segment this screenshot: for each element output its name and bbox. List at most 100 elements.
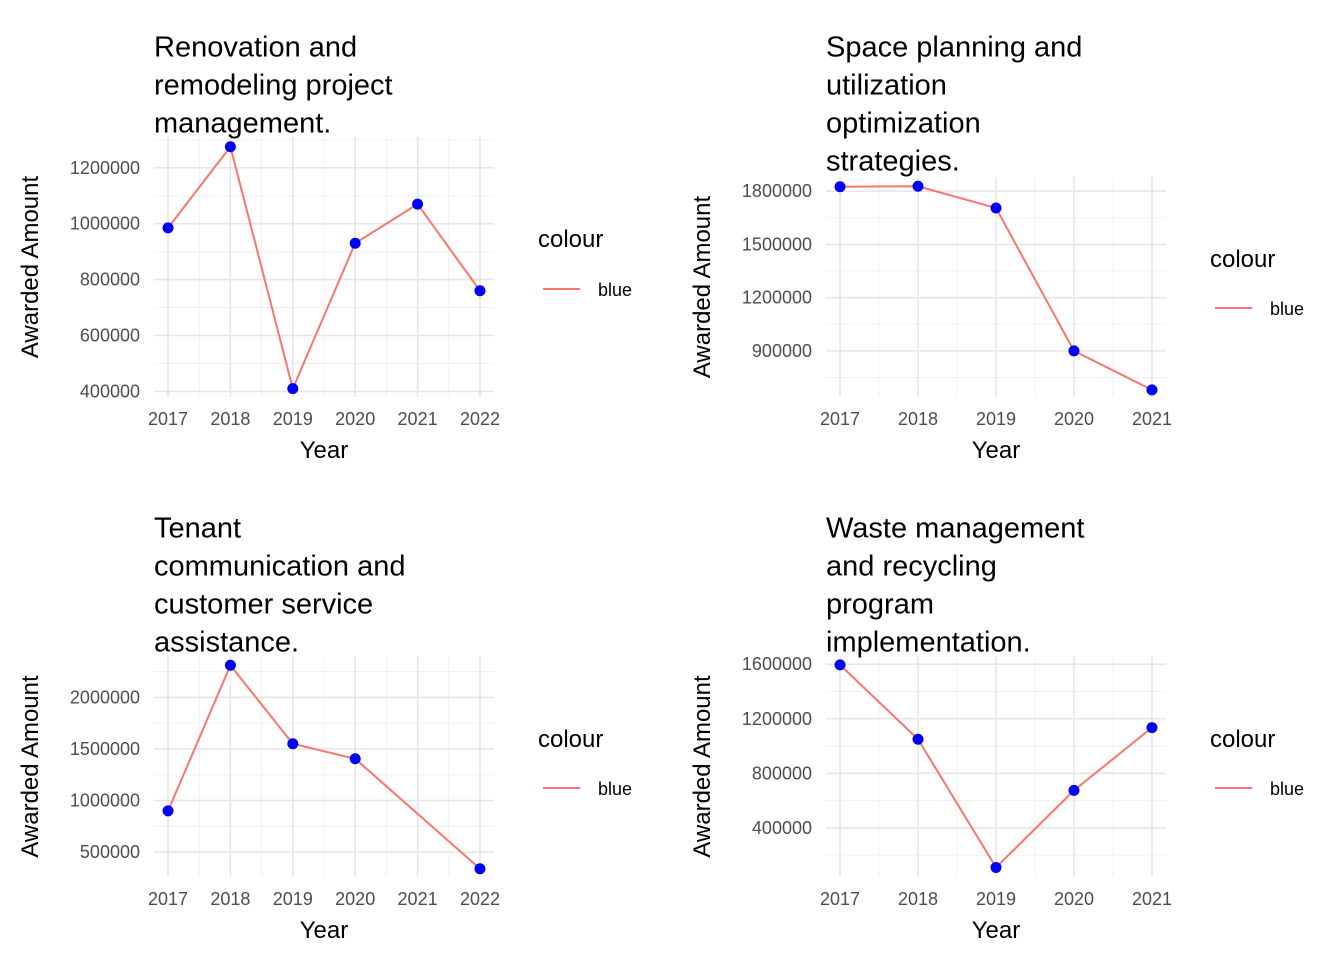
data-point <box>224 141 236 153</box>
legend: colour blue <box>1210 246 1304 319</box>
data-point <box>912 733 924 745</box>
data-point <box>162 805 174 817</box>
y-tick-label: 900000 <box>752 341 812 361</box>
x-tick-label: 2019 <box>273 889 313 909</box>
chart-title-line: strategies. <box>826 146 960 178</box>
chart-panel-4: 2017 2018 2019 2020 2021 400000 800000 1200000 1… <box>689 513 1304 944</box>
chart-title-line: assistance. <box>154 627 299 659</box>
x-tick-label: 2022 <box>460 409 500 429</box>
x-tick-label: 2021 <box>1132 409 1172 429</box>
data-point <box>349 753 361 765</box>
x-tick-label: 2020 <box>1054 889 1094 909</box>
y-tick-label: 800000 <box>752 763 812 783</box>
chart-title-line: remodeling project <box>154 70 393 102</box>
chart-title-line: program <box>826 589 934 621</box>
x-tick-label: 2020 <box>1054 409 1094 429</box>
data-point <box>1146 384 1158 396</box>
y-tick-label: 400000 <box>752 818 812 838</box>
chart-title-line: Space planning and <box>826 32 1082 64</box>
y-tick-label: 1200000 <box>70 158 140 178</box>
x-tick-label: 2021 <box>398 889 438 909</box>
legend-label: blue <box>1270 299 1304 319</box>
chart-title-line: optimization <box>826 108 981 140</box>
series-line <box>167 144 481 392</box>
y-tick-label: 2000000 <box>70 687 140 707</box>
chart-panel-3: 2017 2018 2019 2020 2021 2022 500000 1000000 150… <box>17 513 632 944</box>
legend-label: blue <box>598 779 632 799</box>
legend-label: blue <box>1270 779 1304 799</box>
chart-title-line: communication and <box>154 551 405 583</box>
x-tick-label: 2020 <box>335 409 375 429</box>
chart-title-line: Renovation and <box>154 32 357 64</box>
x-tick-label: 2021 <box>398 409 438 429</box>
data-point <box>162 222 174 234</box>
y-axis-title: Awarded Amount <box>689 195 716 378</box>
x-tick-label: 2019 <box>273 409 313 429</box>
data-point <box>1146 722 1158 734</box>
data-point <box>224 659 236 671</box>
chart-title-line: management. <box>154 108 331 140</box>
chart-title-line: utilization <box>826 70 947 102</box>
y-tick-label: 1800000 <box>742 181 812 201</box>
x-tick-label: 2018 <box>898 409 938 429</box>
chart-panel-2: 2017 2018 2019 2020 2021 900000 1200000 1500000… <box>689 32 1304 464</box>
x-tick-label: 2018 <box>210 409 250 429</box>
x-tick-label: 2019 <box>976 409 1016 429</box>
x-axis-title: Year <box>972 437 1021 464</box>
y-axis-title: Awarded Amount <box>17 175 44 358</box>
legend: colour blue <box>538 726 632 799</box>
x-tick-label: 2018 <box>210 889 250 909</box>
x-axis-title: Year <box>972 917 1021 944</box>
x-axis-title: Year <box>300 437 349 464</box>
chart-title-line: Tenant <box>154 513 241 545</box>
x-tick-label: 2022 <box>460 889 500 909</box>
data-point <box>1068 784 1080 796</box>
x-tick-label: 2018 <box>898 889 938 909</box>
data-point <box>287 738 299 750</box>
data-point <box>1068 345 1080 357</box>
y-axis-title: Awarded Amount <box>689 675 716 858</box>
x-tick-label: 2017 <box>820 889 860 909</box>
chart-panel-1: 2017 2018 2019 2020 2021 2022 400000 600000 8000… <box>17 32 632 464</box>
x-tick-label: 2019 <box>976 889 1016 909</box>
legend: colour blue <box>1210 726 1304 799</box>
data-point <box>912 180 924 192</box>
chart-title-line: customer service <box>154 589 373 621</box>
x-tick-label: 2017 <box>148 409 188 429</box>
y-tick-label: 1200000 <box>742 288 812 308</box>
chart-title-line: Waste management <box>826 513 1084 545</box>
y-tick-label: 400000 <box>80 381 140 401</box>
x-tick-label: 2017 <box>820 409 860 429</box>
y-tick-label: 500000 <box>80 842 140 862</box>
y-tick-label: 1500000 <box>70 739 140 759</box>
data-point <box>412 198 424 210</box>
chart-title-line: implementation. <box>826 627 1031 659</box>
y-tick-label: 800000 <box>80 270 140 290</box>
data-point <box>349 237 361 249</box>
data-point <box>990 202 1002 214</box>
x-tick-label: 2020 <box>335 889 375 909</box>
x-axis-title: Year <box>300 917 349 944</box>
y-tick-label: 600000 <box>80 325 140 345</box>
legend-title: colour <box>1210 246 1275 273</box>
legend-title: colour <box>1210 726 1275 753</box>
data-point <box>834 659 846 671</box>
data-point <box>287 383 299 395</box>
y-tick-label: 1000000 <box>70 214 140 234</box>
y-tick-label: 1000000 <box>70 791 140 811</box>
data-point <box>834 181 846 193</box>
x-tick-label: 2021 <box>1132 889 1172 909</box>
data-point <box>474 863 486 875</box>
legend-title: colour <box>538 226 603 253</box>
x-tick-label: 2017 <box>148 889 188 909</box>
legend-label: blue <box>598 280 632 300</box>
y-tick-label: 1600000 <box>742 654 812 674</box>
legend-title: colour <box>538 726 603 753</box>
data-point <box>474 285 486 297</box>
data-point <box>990 861 1002 873</box>
legend: colour blue <box>538 226 632 300</box>
y-tick-label: 1500000 <box>742 234 812 254</box>
chart-title-line: and recycling <box>826 551 997 583</box>
y-tick-label: 1200000 <box>742 709 812 729</box>
